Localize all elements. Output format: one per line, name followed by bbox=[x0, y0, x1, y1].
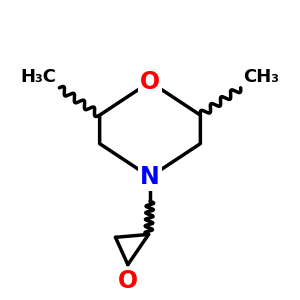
Text: CH₃: CH₃ bbox=[244, 68, 280, 86]
Text: O: O bbox=[118, 269, 138, 293]
Text: H₃C: H₃C bbox=[20, 68, 56, 86]
Text: N: N bbox=[140, 165, 160, 189]
Text: O: O bbox=[140, 70, 160, 94]
